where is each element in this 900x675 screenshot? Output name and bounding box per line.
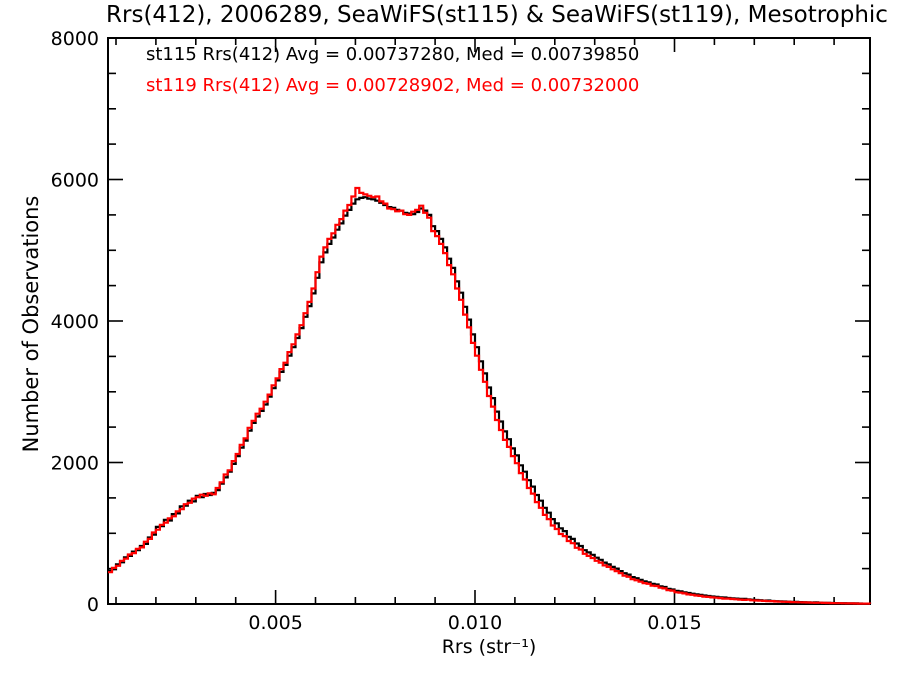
x-axis-label: Rrs (str⁻¹): [441, 636, 537, 658]
series-st115-path: [108, 196, 872, 605]
legend-st115: st115 Rrs(412) Avg = 0.00737280, Med = 0…: [146, 44, 640, 65]
chart-title: Rrs(412), 2006289, SeaWiFS(st115) & SeaW…: [106, 2, 888, 28]
y-tick-label: 6000: [51, 170, 99, 192]
y-tick-label: 8000: [51, 28, 99, 50]
y-tick-label: 2000: [51, 453, 99, 475]
plot-frame: [107, 37, 871, 605]
series-st119-path: [108, 186, 872, 605]
y-tick-label: 0: [87, 594, 99, 616]
legend-st119: st119 Rrs(412) Avg = 0.00728902, Med = 0…: [146, 75, 640, 96]
y-tick-label: 4000: [51, 311, 99, 333]
x-tick-label: 0.015: [647, 612, 701, 634]
x-tick-label: 0.010: [448, 612, 502, 634]
x-tick-label: 0.005: [248, 612, 302, 634]
